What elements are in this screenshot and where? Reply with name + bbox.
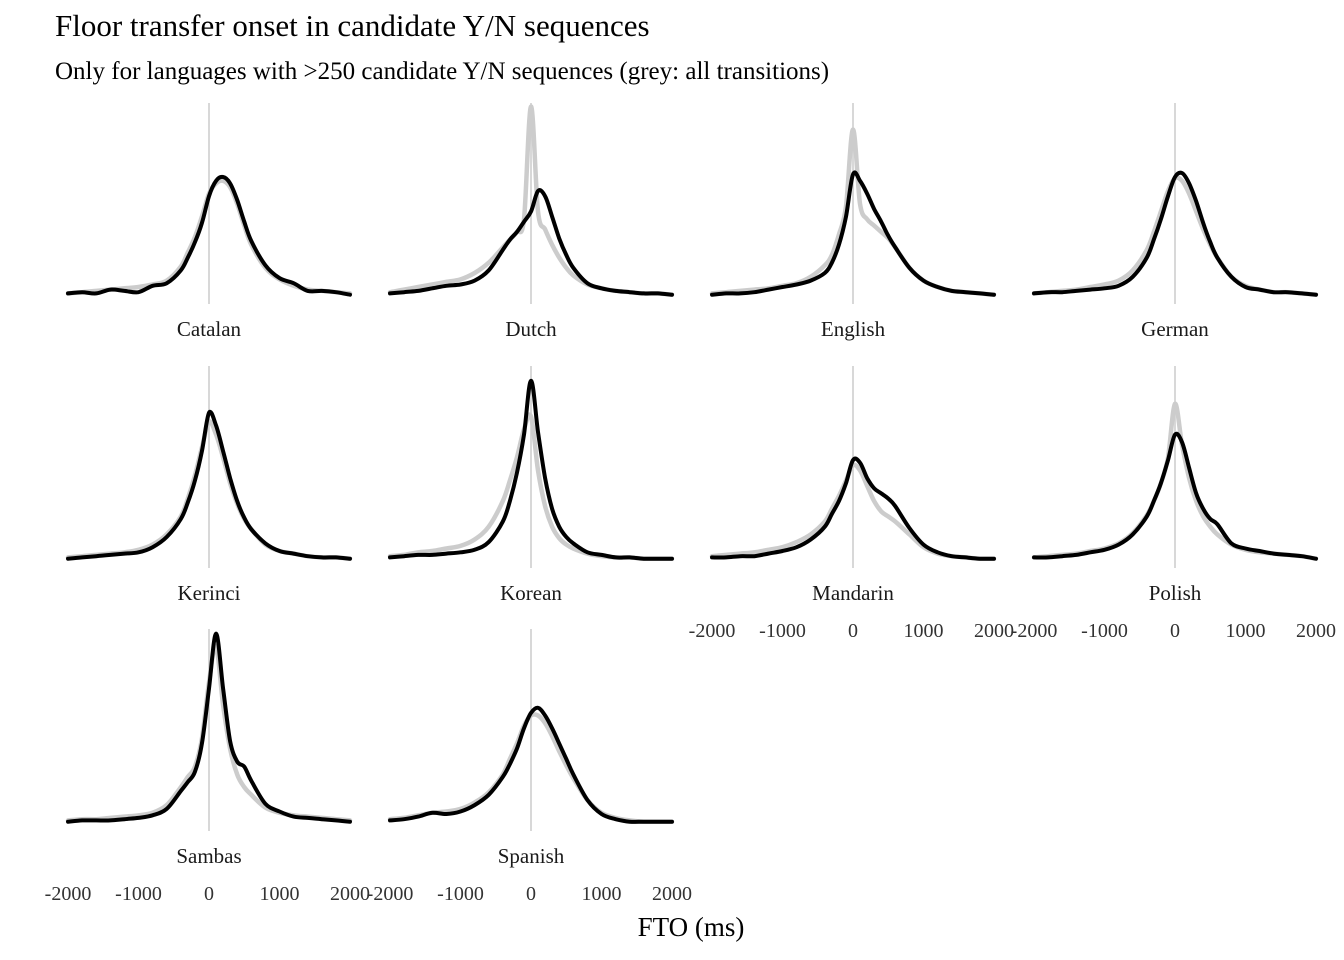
x-tick-label: 2000 <box>652 883 692 905</box>
x-tick-label: 0 <box>526 883 536 905</box>
facet-korean: Korean <box>387 366 675 605</box>
facet-english: English <box>709 103 997 341</box>
series-candidate-line <box>1032 431 1318 561</box>
facet-label: Catalan <box>177 317 242 341</box>
x-tick-label: -1000 <box>437 883 484 905</box>
series-candidate-line <box>710 456 996 561</box>
facet-mandarin: Mandarin -2000 -1000 0 1000 2000 <box>689 366 1014 642</box>
facet-label: English <box>821 317 886 341</box>
facet-polish: Polish -2000 -1000 0 1000 2000 <box>1011 366 1336 642</box>
x-axis: -2000 -1000 0 1000 2000 <box>1011 620 1336 642</box>
facet-catalan: Catalan <box>65 103 353 341</box>
x-tick-label: 2000 <box>330 883 370 905</box>
series-candidate-line <box>388 705 674 824</box>
series-candidate-line <box>388 378 674 561</box>
facet-kerinci: Kerinci <box>65 366 353 605</box>
facet-sambas: Sambas -2000 -1000 0 1000 2000 <box>45 629 370 905</box>
chart-subtitle: Only for languages with >250 candidate Y… <box>55 58 830 85</box>
x-tick-label: -2000 <box>1011 620 1058 642</box>
x-tick-label: -2000 <box>45 883 92 905</box>
series-candidate-line <box>388 188 674 297</box>
x-tick-label: 0 <box>1170 620 1180 642</box>
x-axis: -2000 -1000 0 1000 2000 <box>689 620 1014 642</box>
series-candidate-line <box>710 170 996 297</box>
x-tick-label: -1000 <box>759 620 806 642</box>
facet-label: Kerinci <box>178 581 241 605</box>
facet-label: Korean <box>500 581 562 605</box>
facet-dutch: Dutch <box>387 103 675 341</box>
facet-german: German <box>1031 103 1319 341</box>
x-tick-label: 2000 <box>974 620 1014 642</box>
x-tick-label: -2000 <box>689 620 736 642</box>
x-tick-label: -2000 <box>367 883 414 905</box>
x-axis: -2000 -1000 0 1000 2000 <box>367 883 692 905</box>
series-candidate-line <box>66 631 352 824</box>
facet-label: Spanish <box>498 844 565 868</box>
chart-title: Floor transfer onset in candidate Y/N se… <box>55 8 650 43</box>
facet-label: Sambas <box>176 844 241 868</box>
facet-label: German <box>1141 317 1209 341</box>
x-axis: -2000 -1000 0 1000 2000 <box>45 883 370 905</box>
series-candidate-line <box>66 409 352 561</box>
x-tick-label: 1000 <box>582 883 622 905</box>
x-tick-label: 0 <box>848 620 858 642</box>
x-tick-label: 1000 <box>1226 620 1266 642</box>
facet-label: Mandarin <box>812 581 894 605</box>
facet-spanish: Spanish -2000 -1000 0 1000 2000 <box>367 629 692 905</box>
x-tick-label: 0 <box>204 883 214 905</box>
x-tick-label: 1000 <box>260 883 300 905</box>
facet-label: Dutch <box>505 317 557 341</box>
x-tick-label: 2000 <box>1296 620 1336 642</box>
x-axis-title: FTO (ms) <box>637 912 745 942</box>
x-tick-label: -1000 <box>115 883 162 905</box>
series-candidate-line <box>1032 170 1318 297</box>
facet-label: Polish <box>1149 581 1202 605</box>
x-tick-label: 1000 <box>904 620 944 642</box>
x-tick-label: -1000 <box>1081 620 1128 642</box>
series-candidate-line <box>66 174 352 297</box>
